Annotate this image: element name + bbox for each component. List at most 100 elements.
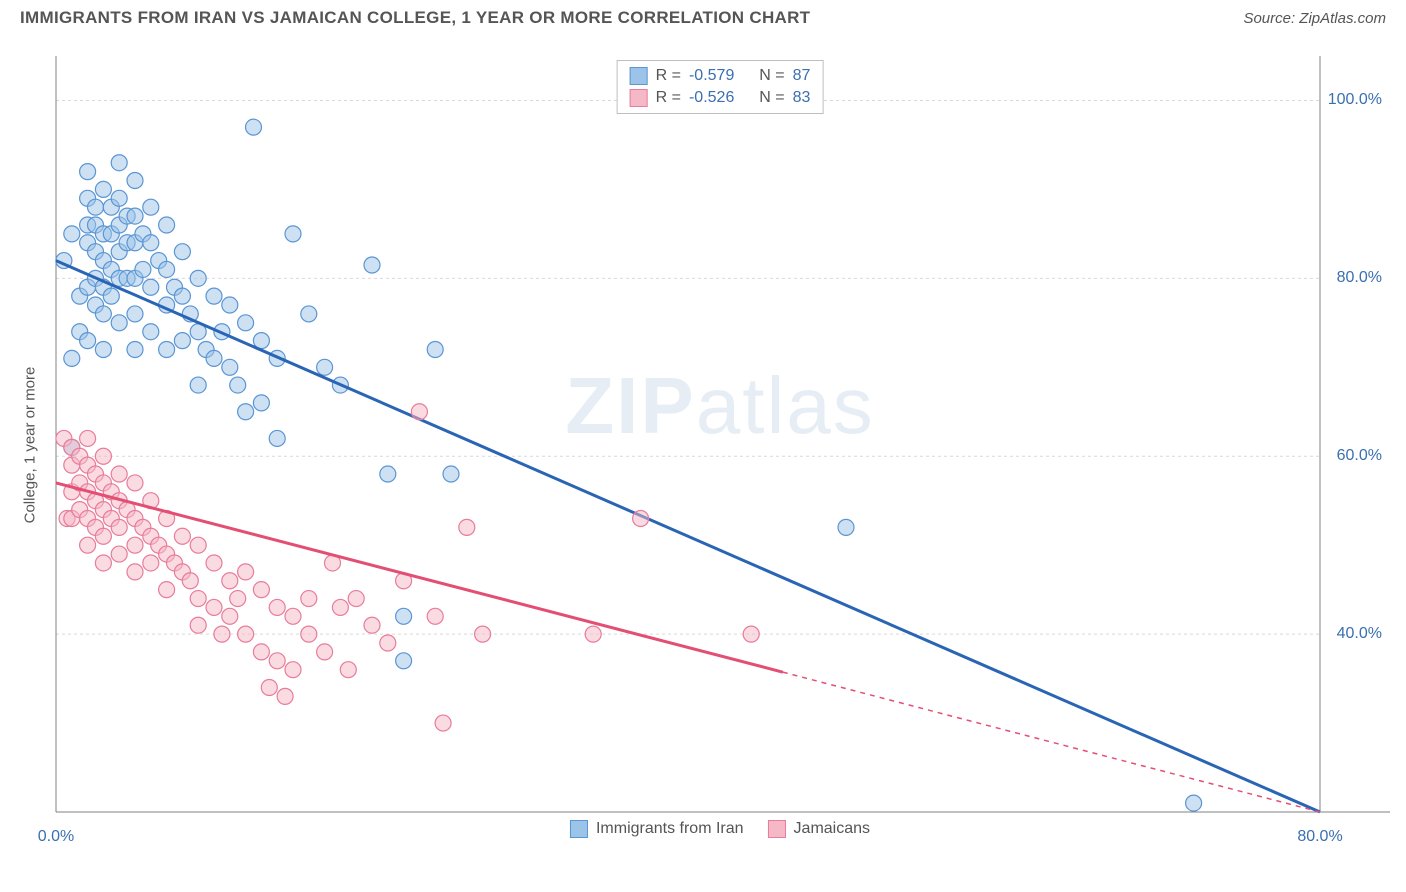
data-point [182,573,198,589]
data-point [317,359,333,375]
data-point [206,555,222,571]
data-point [222,359,238,375]
data-point [143,279,159,295]
data-point [64,350,80,366]
data-point [340,662,356,678]
chart-container: College, 1 year or more ZIPatlas R = -0.… [50,50,1390,840]
data-point [380,466,396,482]
data-point [214,626,230,642]
data-point [80,537,96,553]
data-point [190,537,206,553]
legend-item: Immigrants from Iran [570,820,744,838]
data-point [111,190,127,206]
legend-item: Jamaicans [768,820,870,838]
data-point [64,226,80,242]
source-credit: Source: ZipAtlas.com [1243,10,1386,27]
data-point [427,608,443,624]
data-point [95,448,111,464]
data-point [111,466,127,482]
data-point [396,653,412,669]
legend-label: Jamaicans [794,820,870,838]
stat-r-label: R = [656,89,681,107]
data-point [269,653,285,669]
data-point [127,208,143,224]
swatch-icon [768,820,786,838]
data-point [364,257,380,273]
swatch-icon [630,89,648,107]
y-tick-label: 80.0% [1337,269,1382,287]
page-title: IMMIGRANTS FROM IRAN VS JAMAICAN COLLEGE… [20,8,810,28]
data-point [88,199,104,215]
data-point [95,342,111,358]
data-point [364,617,380,633]
data-point [174,333,190,349]
y-axis-label: College, 1 year or more [22,367,39,524]
data-point [269,599,285,615]
y-tick-label: 40.0% [1337,625,1382,643]
swatch-icon [630,67,648,85]
data-point [332,599,348,615]
data-point [277,688,293,704]
stat-n-value: 83 [793,89,811,107]
data-point [206,288,222,304]
data-point [95,306,111,322]
data-point [396,608,412,624]
stat-r-label: R = [656,67,681,85]
data-point [95,181,111,197]
data-point [443,466,459,482]
series-legend: Immigrants from Iran Jamaicans [570,820,870,838]
data-point [174,244,190,260]
data-point [475,626,491,642]
scatter-plot [50,50,1390,840]
data-point [159,342,175,358]
data-point [317,644,333,660]
data-point [411,404,427,420]
data-point [159,217,175,233]
data-point [253,582,269,598]
trend-line-extrapolated [783,672,1320,812]
data-point [238,564,254,580]
stats-row: R = -0.526 N = 83 [630,87,811,109]
data-point [190,270,206,286]
data-point [143,235,159,251]
stat-r-value: -0.526 [689,89,734,107]
trend-line [56,261,1320,812]
data-point [127,475,143,491]
data-point [127,537,143,553]
data-point [95,555,111,571]
data-point [222,297,238,313]
trend-line [56,483,783,672]
data-point [127,306,143,322]
y-tick-label: 60.0% [1337,447,1382,465]
data-point [1186,795,1202,811]
stat-r-value: -0.579 [689,67,734,85]
data-point [103,288,119,304]
legend-label: Immigrants from Iran [596,820,744,838]
data-point [348,591,364,607]
data-point [230,591,246,607]
stat-n-label: N = [759,89,784,107]
data-point [633,510,649,526]
data-point [285,226,301,242]
data-point [246,119,262,135]
data-point [111,519,127,535]
data-point [80,164,96,180]
data-point [238,315,254,331]
data-point [135,261,151,277]
data-point [206,350,222,366]
data-point [95,528,111,544]
data-point [253,395,269,411]
data-point [127,342,143,358]
stats-legend: R = -0.579 N = 87 R = -0.526 N = 83 [617,60,824,114]
swatch-icon [570,820,588,838]
data-point [222,573,238,589]
data-point [380,635,396,651]
data-point [743,626,759,642]
data-point [174,528,190,544]
data-point [238,626,254,642]
data-point [459,519,475,535]
data-point [127,564,143,580]
stat-n-label: N = [759,67,784,85]
data-point [143,324,159,340]
data-point [253,644,269,660]
